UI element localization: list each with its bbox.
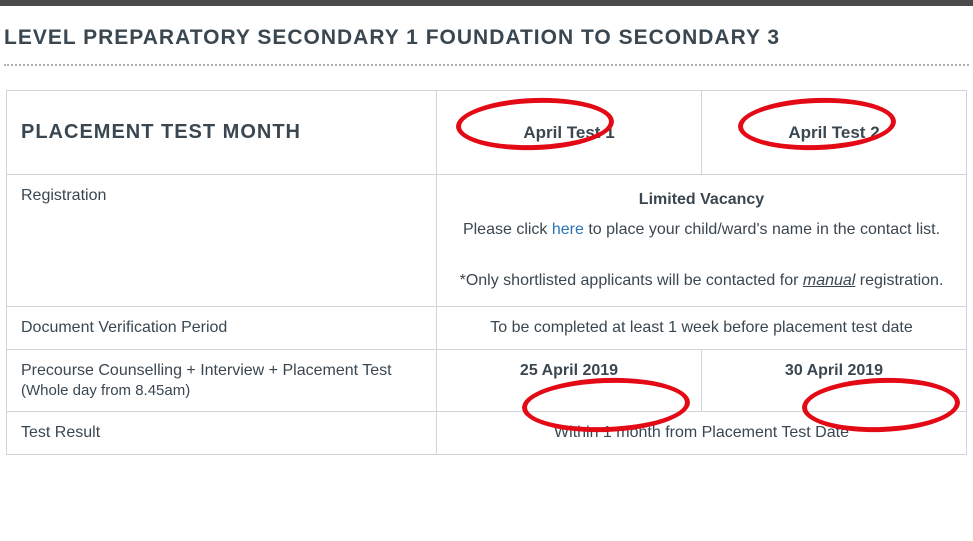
cell-precourse-date2: 30 April 2019 (702, 350, 967, 412)
divider-dots (4, 64, 969, 66)
note-pre: *Only shortlisted applicants will be con… (460, 272, 803, 289)
header-test-2-label: April Test 2 (788, 123, 879, 142)
header-placement-month: PLACEMENT TEST MONTH (7, 91, 437, 175)
date2-text: 30 April 2019 (785, 362, 883, 379)
cell-docverify-label: Document Verification Period (7, 307, 437, 350)
cell-docverify-value: To be completed at least 1 week before p… (437, 307, 967, 350)
page-title: LEVEL PREPARATORY SECONDARY 1 FOUNDATION… (0, 6, 973, 64)
cell-registration-value: Limited Vacancy Please click here to pla… (437, 175, 967, 307)
precourse-line1: Precourse Counselling + Interview + Plac… (21, 362, 392, 379)
note-post: registration. (855, 272, 943, 289)
row-registration: Registration Limited Vacancy Please clic… (7, 175, 967, 307)
date1-text: 25 April 2019 (520, 362, 618, 379)
header-test-2: April Test 2 (702, 91, 967, 175)
row-doc-verify: Document Verification Period To be compl… (7, 307, 967, 350)
header-test-1: April Test 1 (437, 91, 702, 175)
note-em: manual (803, 272, 855, 289)
cell-registration-label: Registration (7, 175, 437, 307)
reg-line-pre: Please click (463, 221, 552, 238)
precourse-line2: (Whole day from 8.45am) (21, 382, 422, 399)
cell-result-label: Test Result (7, 412, 437, 455)
table-wrapper: PLACEMENT TEST MONTH April Test 1 April … (0, 90, 973, 455)
row-result: Test Result Within 1 month from Placemen… (7, 412, 967, 455)
here-link[interactable]: here (552, 221, 584, 238)
header-test-1-label: April Test 1 (523, 123, 614, 142)
reg-line-post: to place your child/ward's name in the c… (584, 221, 940, 238)
table-header-row: PLACEMENT TEST MONTH April Test 1 April … (7, 91, 967, 175)
cell-result-value: Within 1 month from Placement Test Date (437, 412, 967, 455)
limited-vacancy-text: Limited Vacancy (451, 187, 952, 213)
row-precourse: Precourse Counselling + Interview + Plac… (7, 350, 967, 412)
cell-precourse-label: Precourse Counselling + Interview + Plac… (7, 350, 437, 412)
cell-precourse-date1: 25 April 2019 (437, 350, 702, 412)
placement-table: PLACEMENT TEST MONTH April Test 1 April … (6, 90, 967, 455)
